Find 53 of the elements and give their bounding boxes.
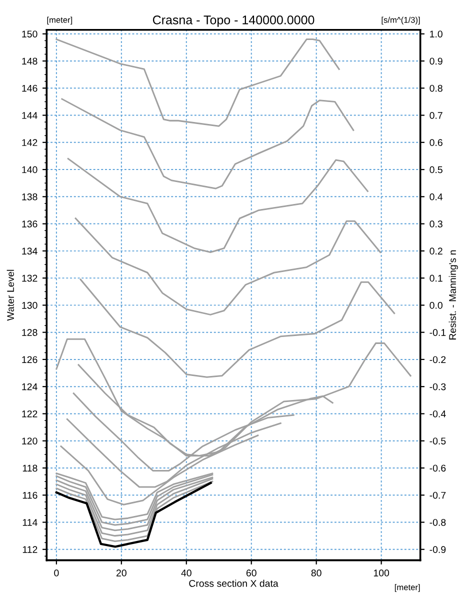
y2-tick-label: 0.0 xyxy=(430,302,442,309)
y-tick-label: 126 xyxy=(22,356,38,364)
x-tick-label: 20 xyxy=(116,570,126,576)
y2-tick-label: 0.9 xyxy=(430,58,442,65)
y2-tick-label: 0.2 xyxy=(430,248,442,255)
chart-title: Crasna - Topo - 140000.0000 xyxy=(152,16,314,27)
y-tick-label: 150 xyxy=(22,30,38,38)
y-tick-label: 140 xyxy=(22,166,38,174)
x-tick-label: 40 xyxy=(181,570,192,576)
y2-tick-label: -0.6 xyxy=(430,464,446,472)
y2-tick-label: 0.6 xyxy=(430,139,442,146)
y2-tick-label: -0.2 xyxy=(430,356,446,364)
y2-tick-label: 0.4 xyxy=(430,193,443,200)
y-tick-label: 134 xyxy=(22,248,38,255)
y2-tick-label: -0.4 xyxy=(430,410,446,418)
y-tick-label: 130 xyxy=(22,302,38,309)
y2-tick-label: -0.1 xyxy=(430,329,446,336)
y2-tick-label: 0.5 xyxy=(430,166,442,174)
y-tick-label: 120 xyxy=(22,438,38,444)
y-tick-label: 112 xyxy=(22,546,38,553)
y-tick-label: 132 xyxy=(22,274,38,282)
y-tick-label: 116 xyxy=(22,492,38,499)
x-tick-label: 60 xyxy=(246,570,256,576)
y-tick-label: 118 xyxy=(22,464,38,472)
text: [s/m^(1/3)] xyxy=(382,16,420,24)
y2-axis-title: Resist. - Manning's n xyxy=(448,250,458,340)
x-axis-title: Cross section X data xyxy=(189,580,278,587)
y2-tick-label: 0.7 xyxy=(430,112,442,119)
y-tick-label: 124 xyxy=(22,383,38,390)
x-tick-label: 0 xyxy=(54,570,59,576)
y2-tick-label: 0.8 xyxy=(430,84,442,92)
y2-tick-label: -0.7 xyxy=(430,492,446,499)
y-tick-label: 146 xyxy=(22,84,38,92)
y-tick-label: 142 xyxy=(22,139,38,146)
y2-tick-label: 0.3 xyxy=(430,220,442,228)
x-tick-label: 80 xyxy=(311,570,322,576)
text: [meter] xyxy=(394,584,420,592)
y-axis-title: Water Level xyxy=(6,270,14,321)
y2-tick-label: -0.9 xyxy=(430,546,446,554)
y-tick-label: 114 xyxy=(22,519,38,526)
y-tick-label: 122 xyxy=(22,410,38,418)
x-tick-label: 100 xyxy=(374,570,390,576)
y2-tick-label: 0.1 xyxy=(430,274,442,282)
y-tick-label: 138 xyxy=(22,193,38,200)
y-tick-label: 144 xyxy=(22,112,38,119)
y-tick-label: 128 xyxy=(22,329,38,336)
y2-tick-label: 1.0 xyxy=(430,30,442,38)
y2-tick-label: -0.8 xyxy=(430,518,446,526)
text: [meter] xyxy=(47,16,72,24)
y2-tick-label: -0.3 xyxy=(430,383,446,390)
y-tick-label: 136 xyxy=(22,220,38,228)
y2-tick-label: -0.5 xyxy=(430,438,446,444)
y-tick-label: 148 xyxy=(22,58,38,65)
